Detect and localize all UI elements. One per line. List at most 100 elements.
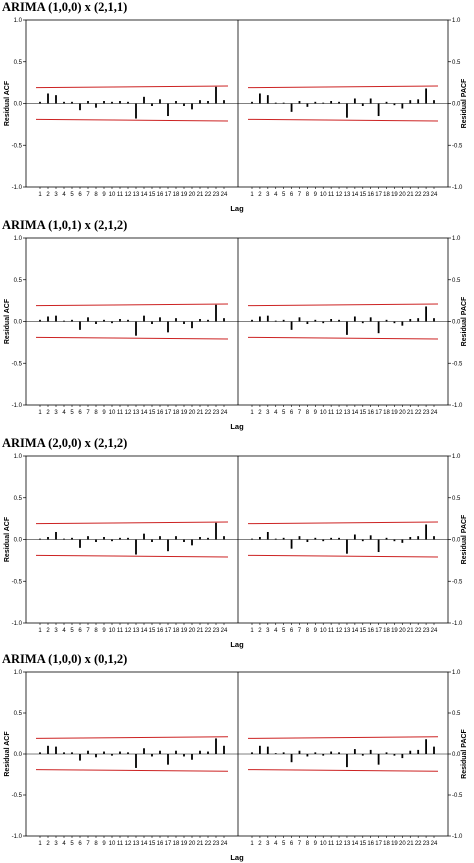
x-tick-label: 1 [38, 192, 42, 198]
acf-bar [199, 536, 201, 540]
acf-bar [87, 100, 89, 104]
x-tick-label: 16 [367, 192, 374, 198]
x-tick-label: 6 [78, 841, 82, 847]
acf-bar [47, 93, 49, 104]
x-tick-label: 24 [221, 192, 228, 198]
x-tick-label: 10 [320, 192, 327, 198]
acf-bar [274, 320, 277, 322]
acf-bar [87, 317, 89, 322]
acf-bar [346, 321, 348, 335]
acf-bar [322, 102, 325, 104]
y-tick-label-right: -0.5 [452, 579, 463, 585]
acf-bar [290, 321, 293, 330]
y-tick-label-right: 1.0 [452, 454, 461, 460]
acf-bar [167, 103, 169, 117]
acf-bar [119, 751, 121, 754]
x-tick-label: 16 [157, 841, 164, 847]
acf-bar [306, 103, 309, 107]
acf-bar [401, 321, 404, 326]
acf-bar [159, 317, 161, 322]
chart-title: ARIMA (1,0,0) x (0,1,2) [2, 652, 128, 666]
acf-bar [111, 321, 113, 324]
acf-bar [175, 100, 177, 104]
x-tick-label: 21 [407, 628, 414, 634]
acf-bar [306, 754, 309, 757]
x-tick-label: 14 [352, 410, 359, 416]
y-axis-label-left: Residual ACF [4, 298, 11, 344]
x-tick-label: 12 [125, 841, 132, 847]
acf-bar [377, 754, 380, 765]
x-tick-label: 3 [54, 410, 58, 416]
x-tick-label: 5 [70, 192, 74, 198]
x-tick-label: 15 [149, 841, 156, 847]
x-tick-label: 20 [189, 841, 196, 847]
chart-panel-4: ARIMA (1,0,0) x (0,1,2) 1.0 1.0 0.5 0.5 0.0 0… [0, 652, 474, 863]
acf-bar [306, 539, 309, 543]
acf-bar [393, 754, 396, 756]
x-tick-label: 11 [328, 628, 335, 634]
x-axis-label: Lag [230, 640, 244, 649]
acf-bar [143, 315, 145, 322]
x-tick-label: 22 [205, 410, 212, 416]
x-tick-label: 2 [46, 192, 50, 198]
acf-bar [401, 103, 404, 109]
y-tick-label-right: 1.0 [452, 670, 461, 676]
acf-bar [274, 538, 277, 540]
x-tick-label: 2 [46, 841, 50, 847]
acf-bar [47, 536, 49, 540]
acf-bar [401, 539, 404, 543]
acf-bar [207, 751, 209, 754]
acf-bar [95, 321, 97, 325]
acf-bar [361, 539, 364, 542]
acf-bar [330, 318, 333, 322]
x-tick-label: 8 [306, 410, 310, 416]
lower-confidence-limit [35, 769, 229, 772]
upper-confidence-limit [35, 521, 229, 525]
y-axis-label-left: Residual ACF [4, 516, 11, 562]
acf-bar [39, 101, 41, 104]
x-tick-label: 7 [86, 410, 90, 416]
x-tick-label: 5 [70, 841, 74, 847]
x-tick-label: 11 [328, 410, 335, 416]
acf-bar [95, 103, 97, 108]
x-tick-label: 11 [117, 628, 124, 634]
x-tick-label: 10 [320, 628, 327, 634]
x-tick-label: 14 [352, 841, 359, 847]
x-tick-label: 4 [62, 628, 66, 634]
y-tick-label-left: 0.5 [14, 496, 23, 502]
y-tick-label-left: -0.5 [12, 361, 23, 367]
y-axis-label-left: Residual ACF [4, 80, 11, 126]
acf-bar [79, 103, 81, 111]
acf-bar [151, 321, 153, 325]
x-tick-label: 3 [266, 192, 270, 198]
acf-bar [298, 100, 301, 104]
y-tick-label-left: -1.0 [12, 185, 23, 191]
acf-bar [199, 750, 201, 754]
acf-bar [433, 536, 435, 540]
x-tick-label: 9 [314, 410, 318, 416]
acf-bar [183, 321, 185, 325]
y-tick-label-right: -1.0 [452, 403, 463, 409]
acf-bar [409, 318, 412, 322]
x-tick-label: 3 [54, 192, 58, 198]
x-tick-label: 24 [221, 410, 228, 416]
x-tick-label: 17 [165, 192, 172, 198]
y-tick-label-left: 0.0 [14, 320, 23, 326]
x-tick-label: 20 [399, 410, 406, 416]
acf-bar [282, 752, 285, 754]
acf-bar [401, 754, 404, 759]
x-tick-label: 11 [117, 410, 124, 416]
x-tick-label: 18 [173, 410, 180, 416]
x-tick-label: 14 [141, 841, 148, 847]
y-tick-label-right: 0.0 [452, 320, 461, 326]
x-tick-label: 8 [94, 410, 98, 416]
acf-bar [417, 749, 420, 754]
x-tick-label: 10 [109, 410, 116, 416]
x-tick-label: 1 [38, 841, 42, 847]
x-tick-label: 6 [290, 841, 294, 847]
x-tick-label: 19 [391, 628, 398, 634]
acf-bar [322, 754, 325, 756]
upper-confidence-limit [247, 736, 439, 739]
acf-bar [330, 537, 333, 540]
x-tick-label: 14 [352, 628, 359, 634]
